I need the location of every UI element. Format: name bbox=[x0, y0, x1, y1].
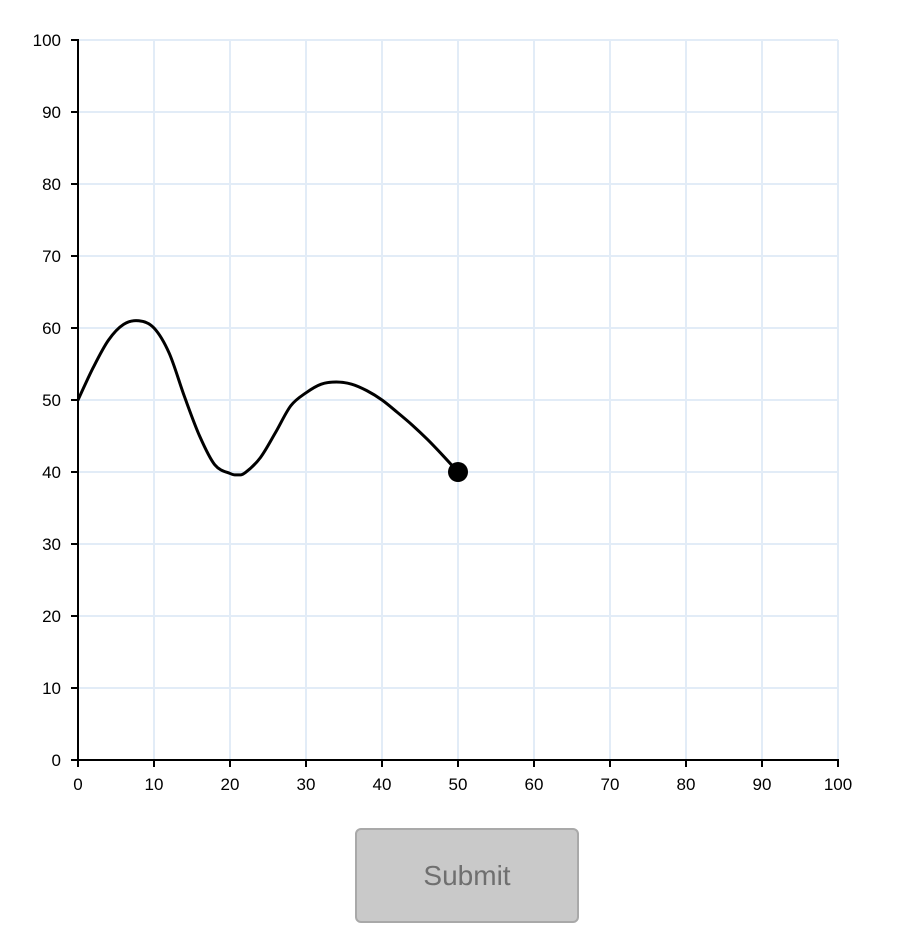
x-tick-label: 40 bbox=[373, 775, 392, 794]
x-tick-label: 100 bbox=[824, 775, 852, 794]
grid-lines bbox=[78, 39, 839, 760]
line-chart[interactable]: 0 10 20 30 40 50 60 70 80 90 100 0 10 20 30 40 50 60 70 80 9… bbox=[0, 0, 916, 810]
x-tick-label: 80 bbox=[677, 775, 696, 794]
y-tick-label: 10 bbox=[42, 679, 61, 698]
x-tick-label: 10 bbox=[145, 775, 164, 794]
endpoint-handle[interactable] bbox=[448, 462, 468, 482]
y-tick-label: 30 bbox=[42, 535, 61, 554]
y-tick-label: 80 bbox=[42, 175, 61, 194]
submit-button[interactable]: Submit bbox=[355, 828, 579, 923]
series-line-0 bbox=[76, 319, 460, 477]
x-tick-label: 20 bbox=[221, 775, 240, 794]
y-tick-label: 60 bbox=[42, 319, 61, 338]
y-tick-label: 0 bbox=[52, 751, 61, 770]
x-tick-label: 0 bbox=[73, 775, 82, 794]
x-tick-label: 90 bbox=[753, 775, 772, 794]
y-tick-label: 50 bbox=[42, 391, 61, 410]
y-tick-label: 40 bbox=[42, 463, 61, 482]
y-tick-label: 70 bbox=[42, 247, 61, 266]
x-tick-label: 50 bbox=[449, 775, 468, 794]
x-tick-label: 60 bbox=[525, 775, 544, 794]
y-tick-label: 20 bbox=[42, 607, 61, 626]
x-tick-label: 30 bbox=[297, 775, 316, 794]
x-tick-label: 70 bbox=[601, 775, 620, 794]
series bbox=[76, 319, 460, 477]
endpoint-layer bbox=[448, 462, 468, 482]
y-tick-label: 90 bbox=[42, 103, 61, 122]
y-tick-label: 100 bbox=[33, 31, 61, 50]
tick-labels: 0 10 20 30 40 50 60 70 80 90 100 0 10 20 30 40 50 60 70 80 9… bbox=[33, 31, 853, 794]
